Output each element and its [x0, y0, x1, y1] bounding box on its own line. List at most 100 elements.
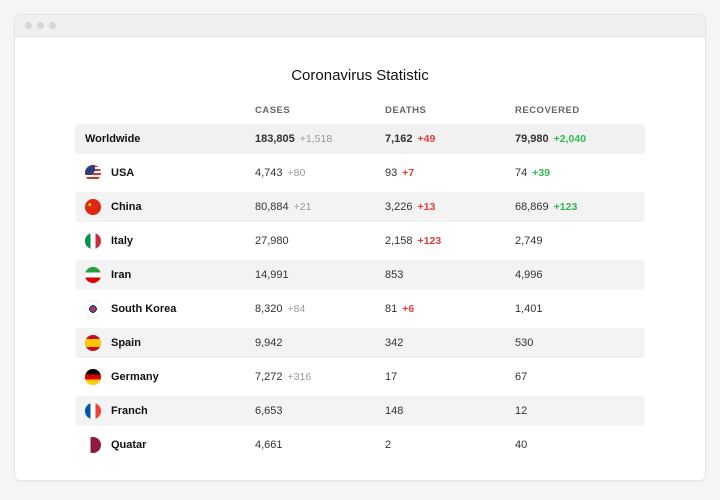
cases-cell: 7,272 +316	[255, 371, 385, 383]
content-area: Coronavirus Statistic CASES DEATHS RECOV…	[15, 37, 705, 480]
deaths-cell: 3,226+13	[385, 201, 515, 213]
country-name: Spain	[111, 337, 141, 349]
germany-flag-icon	[85, 369, 101, 385]
recovered-value: 74	[515, 167, 527, 179]
cases-value: 4,743	[255, 167, 283, 179]
korea-flag-icon	[85, 301, 101, 317]
recovered-cell: 79,980 +2,040	[515, 133, 635, 145]
cases-value: 4,661	[255, 439, 283, 451]
cases-value: 6,653	[255, 405, 283, 417]
header-recovered: RECOVERED	[515, 105, 635, 116]
recovered-value: 67	[515, 371, 527, 383]
deaths-value: 2	[385, 439, 391, 451]
cases-delta: +21	[294, 201, 312, 213]
deaths-cell: 2	[385, 439, 515, 451]
deaths-delta: +13	[418, 201, 436, 213]
country-name: Quatar	[111, 439, 146, 451]
cases-delta: +84	[288, 303, 306, 315]
country-name: China	[111, 201, 142, 213]
country-cell: Germany	[85, 369, 255, 385]
recovered-cell: 12	[515, 405, 635, 417]
country-cell: Iran	[85, 267, 255, 283]
table-row: USA 4,743+8093+774 +39	[75, 158, 645, 188]
recovered-cell: 67	[515, 371, 635, 383]
window-titlebar	[15, 15, 705, 37]
cases-delta: +316	[288, 371, 312, 383]
qatar-flag-icon	[85, 437, 101, 453]
row-worldwide: Worldwide 183,805 +1,518 7,162 +49 79,98…	[75, 124, 645, 154]
recovered-cell: 2,749	[515, 235, 635, 247]
recovered-value: 79,980	[515, 133, 549, 145]
deaths-value: 148	[385, 405, 403, 417]
cases-value: 183,805	[255, 133, 295, 145]
country-name: Franch	[111, 405, 148, 417]
recovered-delta: +2,040	[554, 133, 586, 145]
recovered-value: 2,749	[515, 235, 543, 247]
recovered-value: 530	[515, 337, 533, 349]
recovered-cell: 1,401	[515, 303, 635, 315]
cases-value: 27,980	[255, 235, 289, 247]
table-row: Quatar 4,661 2 40	[75, 430, 645, 460]
table-row: Germany 7,272 +316 1767	[75, 362, 645, 392]
cases-value: 8,320	[255, 303, 283, 315]
recovered-cell: 4,996	[515, 269, 635, 281]
country-name: Italy	[111, 235, 133, 247]
country-cell: Spain	[85, 335, 255, 351]
table-row: Spain 9,942342 530	[75, 328, 645, 358]
deaths-cell: 93+7	[385, 167, 515, 179]
cases-value: 80,884	[255, 201, 289, 213]
country-name: Worldwide	[85, 133, 140, 145]
traffic-light-zoom[interactable]	[49, 22, 56, 29]
spain-flag-icon	[85, 335, 101, 351]
deaths-cell: 81+6	[385, 303, 515, 315]
china-flag-icon	[85, 199, 101, 215]
deaths-delta: +7	[402, 167, 414, 179]
table-header-row: CASES DEATHS RECOVERED	[75, 98, 645, 122]
country-name: USA	[111, 167, 134, 179]
recovered-cell: 74 +39	[515, 167, 635, 179]
cases-cell: 4,743+80	[255, 167, 385, 179]
country-name: Germany	[111, 371, 159, 383]
recovered-value: 68,869	[515, 201, 549, 213]
deaths-delta: +123	[418, 235, 442, 247]
cases-cell: 4,661	[255, 439, 385, 451]
header-cases: CASES	[255, 105, 385, 116]
country-cell: Worldwide	[85, 133, 255, 145]
country-name: Iran	[111, 269, 131, 281]
country-cell: USA	[85, 165, 255, 181]
deaths-cell: 17	[385, 371, 515, 383]
deaths-cell: 7,162 +49	[385, 133, 515, 145]
country-cell: Quatar	[85, 437, 255, 453]
cases-cell: 9,942	[255, 337, 385, 349]
cases-value: 14,991	[255, 269, 289, 281]
italy-flag-icon	[85, 233, 101, 249]
recovered-value: 12	[515, 405, 527, 417]
traffic-light-minimize[interactable]	[37, 22, 44, 29]
recovered-delta: +39	[532, 167, 550, 179]
cases-cell: 183,805 +1,518	[255, 133, 385, 145]
recovered-value: 4,996	[515, 269, 543, 281]
cases-value: 7,272	[255, 371, 283, 383]
cases-cell: 6,653	[255, 405, 385, 417]
deaths-value: 2,158	[385, 235, 413, 247]
france-flag-icon	[85, 403, 101, 419]
cases-delta: +1,518	[300, 133, 332, 145]
recovered-cell: 40	[515, 439, 635, 451]
deaths-cell: 342	[385, 337, 515, 349]
recovered-cell: 530	[515, 337, 635, 349]
recovered-value: 40	[515, 439, 527, 451]
recovered-cell: 68,869 +123	[515, 201, 635, 213]
traffic-light-close[interactable]	[25, 22, 32, 29]
country-cell: Franch	[85, 403, 255, 419]
deaths-value: 342	[385, 337, 403, 349]
deaths-delta: +49	[418, 133, 436, 145]
cases-cell: 14,991	[255, 269, 385, 281]
cases-cell: 8,320 +84	[255, 303, 385, 315]
country-cell: Italy	[85, 233, 255, 249]
table-row: South Korea8,320+8481+61,401	[75, 294, 645, 324]
table-row: Iran14,9918534,996	[75, 260, 645, 290]
deaths-cell: 148	[385, 405, 515, 417]
recovered-delta: +123	[554, 201, 578, 213]
page-title: Coronavirus Statistic	[75, 67, 645, 84]
table-row: China 80,884 +21 3,226+1368,869 +123	[75, 192, 645, 222]
